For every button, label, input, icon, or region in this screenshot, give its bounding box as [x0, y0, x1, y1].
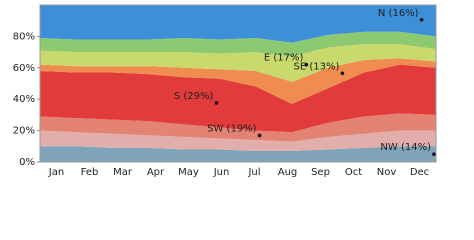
annotation-dot — [340, 71, 345, 76]
area — [40, 113, 436, 142]
chart: NW (14%) SW (19%) S (29%) SE (13%)E (17%) N … — [13, 4, 437, 178]
x-tick-label: May — [178, 167, 199, 178]
area — [40, 146, 436, 162]
annotation: N (16%) — [378, 8, 419, 19]
x-tick-label: Jan — [48, 167, 64, 178]
area — [40, 58, 436, 104]
area — [40, 31, 436, 57]
x-tick-label: Jul — [247, 167, 260, 178]
annotation: S (29%) — [174, 91, 214, 102]
x-tick-label: Mar — [113, 167, 133, 178]
x-tick-label: Jun — [213, 167, 230, 178]
annotation: NW (14%) — [380, 142, 431, 153]
annotation: SW (19%) — [207, 123, 257, 134]
annotation-dot — [257, 133, 262, 138]
x-tick-label: Nov — [377, 167, 397, 178]
y-tick-label: 0% — [19, 157, 35, 168]
area — [40, 130, 436, 152]
annotation: SE (13%) — [294, 61, 340, 72]
x-tick-label: Oct — [345, 167, 362, 178]
area — [40, 64, 436, 133]
x-tick-label: Dec — [410, 167, 429, 178]
annotation-dot — [304, 62, 309, 67]
y-tick-label: 40% — [13, 94, 35, 105]
annotation: E (17%) — [264, 53, 304, 64]
area — [40, 5, 436, 43]
x-tick-label: Aug — [278, 167, 298, 178]
annotation-dot — [214, 101, 219, 105]
y-tick-label: 20% — [13, 126, 35, 137]
x-tick-label: Apr — [147, 167, 165, 178]
annotation-dot — [419, 17, 424, 22]
y-tick-label: 80% — [13, 31, 35, 42]
annotation-dot — [432, 152, 436, 156]
plot-frame — [39, 4, 437, 163]
y-tick-label: 60% — [13, 63, 35, 74]
area — [40, 44, 436, 82]
x-tick-label: Sep — [311, 167, 330, 178]
x-tick-label: Feb — [81, 167, 99, 178]
